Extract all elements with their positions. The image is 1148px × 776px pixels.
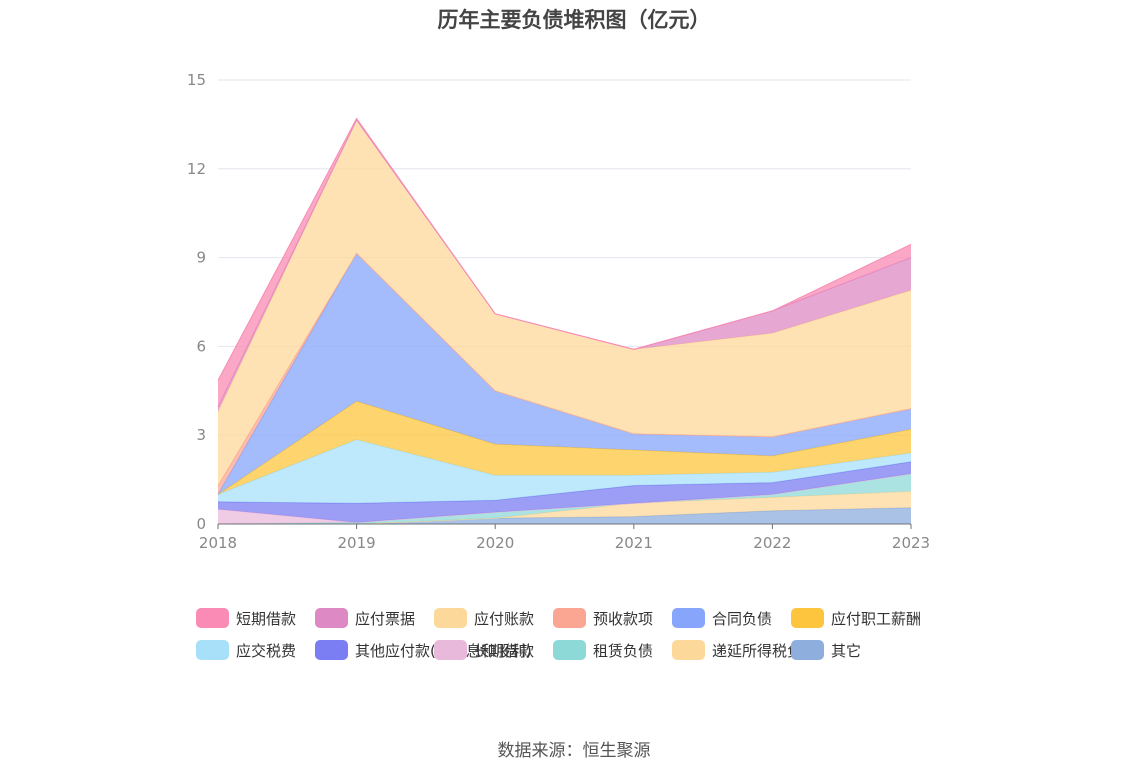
legend-swatch [553, 640, 586, 660]
y-tick-label: 6 [196, 337, 206, 355]
legend-swatch [196, 640, 229, 660]
legend-label: 应付职工薪酬 [831, 609, 922, 628]
y-tick-label: 15 [187, 71, 206, 89]
legend-swatch [315, 640, 348, 660]
x-tick-label: 2018 [199, 534, 237, 552]
legend-label: 应交税费 [236, 641, 297, 660]
legend-item[interactable]: 应交税费 [196, 638, 296, 662]
x-tick-label: 2019 [338, 534, 376, 552]
legend-label: 短期借款 [236, 609, 297, 628]
area-series [217, 117, 912, 525]
legend-swatch [434, 608, 467, 628]
legend-item[interactable]: 短期借款 [196, 606, 296, 630]
legend-label: 其它 [831, 641, 862, 660]
data-source: 数据来源：恒生聚源 [497, 741, 651, 761]
y-tick-label: 3 [196, 426, 206, 444]
x-tick-label: 2022 [753, 534, 791, 552]
x-tick-label: 2021 [615, 534, 653, 552]
y-tick-label: 12 [187, 160, 206, 178]
area-series-9[interactable] [218, 120, 911, 486]
area-series-4[interactable] [218, 461, 911, 523]
legend-item[interactable]: 其它 [791, 638, 861, 662]
legend-item[interactable]: 租赁负债 [553, 638, 653, 662]
chart-title: 历年主要负债堆积图（亿元） [437, 8, 711, 32]
legend-swatch [791, 640, 824, 660]
legend-item[interactable]: 预收款项 [553, 606, 653, 630]
stacked-area-chart: 0 3 6 9 12 15 2018 2019 2020 2021 2022 2023 [187, 71, 930, 552]
legend-swatch [196, 608, 229, 628]
legend-swatch [553, 608, 586, 628]
legend-item[interactable]: 应付账款 [434, 606, 534, 630]
area-series-6[interactable] [218, 401, 911, 495]
x-tick-label: 2023 [892, 534, 930, 552]
legend-label: 租赁负债 [593, 641, 654, 660]
legend-item[interactable]: 合同负债 [672, 606, 772, 630]
legend-item[interactable]: 应付职工薪酬 [791, 606, 921, 630]
legend-label: 预收款项 [593, 609, 654, 628]
axes: 0 3 6 9 12 15 2018 2019 2020 2021 2022 2023 [187, 71, 930, 552]
legend-label: 递延所得税负债 [712, 641, 818, 660]
area-series-0[interactable] [218, 507, 911, 524]
area-series-line-11 [217, 117, 912, 381]
legend-label: 合同负债 [712, 609, 773, 628]
legend-swatch [434, 640, 467, 660]
legend-item[interactable]: 长期借款 [434, 638, 534, 662]
legend-label: 应付票据 [355, 609, 416, 628]
area-series-5[interactable] [218, 439, 911, 504]
y-tick-label: 0 [196, 515, 206, 533]
legend-swatch [672, 608, 705, 628]
x-tick-label: 2020 [476, 534, 514, 552]
y-tick-label: 9 [196, 249, 206, 267]
legend-swatch [672, 640, 705, 660]
area-series-3[interactable] [218, 473, 911, 524]
legend-item[interactable]: 应付票据 [315, 606, 415, 630]
legend-item[interactable]: 递延所得税负债 [672, 638, 817, 662]
area-series-1[interactable] [218, 491, 911, 524]
legend-swatch [315, 608, 348, 628]
area-series-7[interactable] [218, 253, 911, 495]
legend-label: 长期借款 [474, 641, 535, 660]
legend-swatch [791, 608, 824, 628]
legend-label: 应付账款 [474, 609, 535, 628]
